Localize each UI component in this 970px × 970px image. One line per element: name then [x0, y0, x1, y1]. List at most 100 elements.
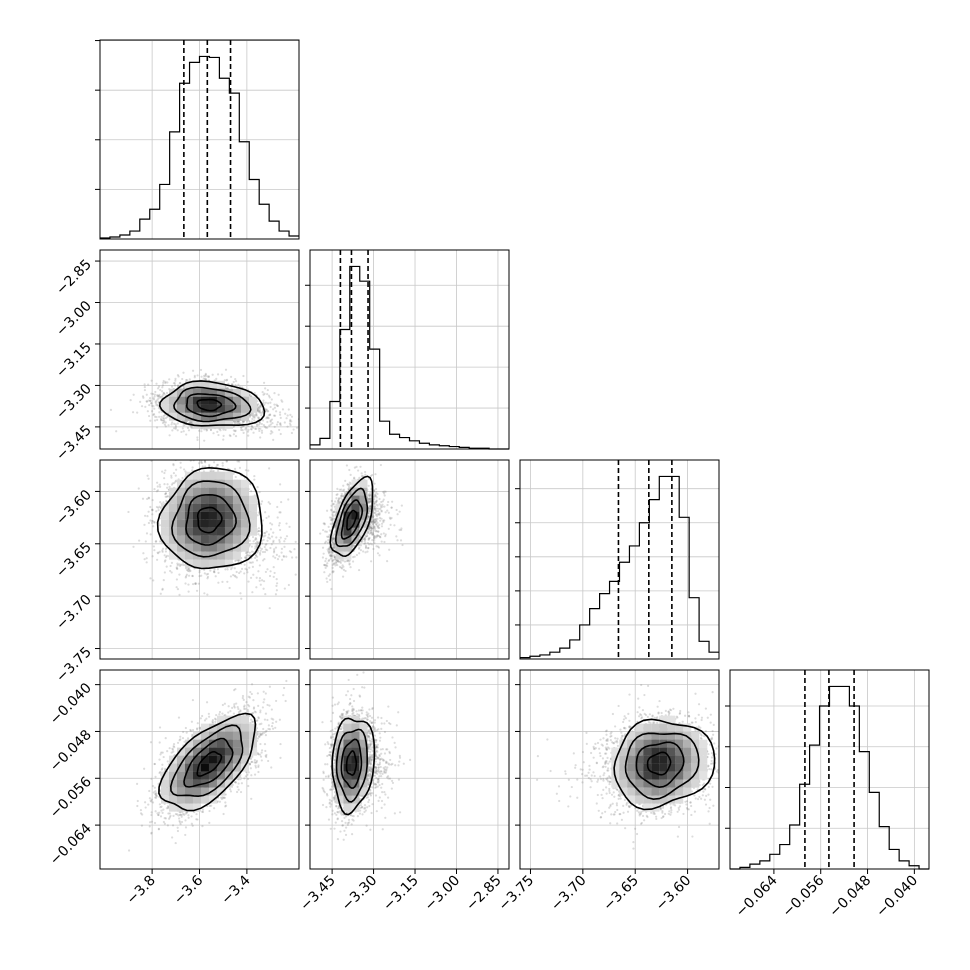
density-cell — [176, 404, 185, 413]
sample-point — [240, 426, 243, 429]
sample-point — [115, 430, 118, 433]
sample-point — [209, 428, 213, 432]
sample-point — [259, 436, 262, 439]
sample-point — [279, 424, 282, 427]
sample-point — [255, 423, 259, 426]
sample-point — [163, 414, 166, 417]
sample-point — [275, 403, 278, 406]
sample-point — [149, 419, 152, 422]
sample-point — [213, 568, 216, 571]
sample-point — [248, 561, 251, 564]
sample-point — [191, 421, 194, 424]
sample-point — [259, 549, 262, 552]
sample-point — [233, 420, 236, 423]
sample-point — [161, 384, 165, 387]
sample-point — [182, 371, 185, 374]
sample-point — [151, 508, 154, 512]
sample-point — [173, 382, 176, 385]
sample-point — [164, 381, 167, 385]
density-cell — [248, 396, 257, 405]
sample-point — [254, 547, 257, 550]
sample-point — [191, 426, 194, 429]
sample-point — [181, 427, 184, 430]
sample-point — [311, 429, 313, 431]
density-cell — [216, 388, 225, 397]
sample-point — [224, 428, 227, 431]
sample-point — [287, 498, 290, 501]
sample-point — [217, 581, 220, 584]
sample-point — [253, 419, 256, 422]
sample-point — [235, 576, 238, 579]
sample-point — [238, 421, 241, 424]
sample-point — [234, 421, 237, 424]
sample-point — [158, 524, 162, 527]
sample-point — [253, 391, 256, 395]
sample-point — [291, 556, 294, 559]
density-cell — [232, 404, 241, 413]
sample-point — [188, 570, 191, 573]
sample-point — [287, 583, 290, 587]
sample-point — [267, 416, 270, 420]
sample-point — [150, 521, 154, 525]
sample-point — [157, 394, 161, 397]
sample-point — [179, 381, 182, 385]
sample-point — [188, 421, 191, 424]
sample-point — [210, 439, 212, 441]
sample-point — [151, 519, 154, 523]
sample-point — [233, 422, 236, 425]
sample-point — [175, 468, 178, 471]
sample-point — [262, 538, 265, 541]
sample-point — [300, 410, 302, 412]
sample-point — [156, 403, 159, 407]
sample-point — [263, 550, 267, 554]
sample-point — [184, 582, 187, 585]
sample-point — [152, 412, 156, 416]
density-cell — [216, 412, 225, 421]
sample-point — [252, 413, 255, 416]
sample-point — [147, 414, 151, 418]
sample-point — [279, 432, 282, 436]
sample-point — [151, 508, 154, 512]
contour-line — [196, 398, 223, 412]
sample-point — [155, 505, 159, 509]
sample-point — [143, 523, 146, 526]
sample-point — [151, 409, 154, 413]
sample-point — [147, 383, 150, 386]
sample-point — [131, 411, 135, 414]
sample-point — [143, 558, 146, 561]
sample-point — [141, 497, 145, 500]
sample-point — [256, 416, 260, 419]
sample-point — [262, 587, 265, 590]
sample-point — [139, 400, 142, 403]
density-cell — [168, 412, 177, 421]
sample-point — [217, 433, 220, 437]
sample-point — [188, 378, 191, 381]
sample-point — [129, 399, 132, 402]
contour-line — [158, 380, 266, 427]
sample-point — [261, 519, 264, 522]
sample-point — [279, 422, 282, 426]
sample-point — [201, 461, 204, 465]
sample-point — [212, 469, 215, 473]
sample-point — [156, 489, 160, 492]
sample-point — [290, 431, 294, 435]
sample-point — [156, 551, 159, 554]
sample-point — [260, 547, 264, 550]
sample-point — [259, 404, 262, 407]
sample-point — [162, 379, 165, 383]
sample-point — [264, 401, 267, 404]
sample-point — [163, 417, 166, 420]
sample-point — [178, 382, 181, 385]
sample-point — [285, 417, 288, 420]
sample-point — [275, 584, 278, 587]
sample-point — [261, 391, 264, 394]
sample-point — [203, 460, 207, 463]
sample-point — [280, 500, 283, 504]
sample-point — [255, 412, 258, 415]
sample-point — [145, 393, 148, 396]
sample-point — [262, 399, 265, 402]
sample-point — [233, 567, 236, 570]
sample-point — [256, 555, 259, 558]
density-cell — [240, 412, 249, 421]
sample-point — [183, 563, 186, 567]
